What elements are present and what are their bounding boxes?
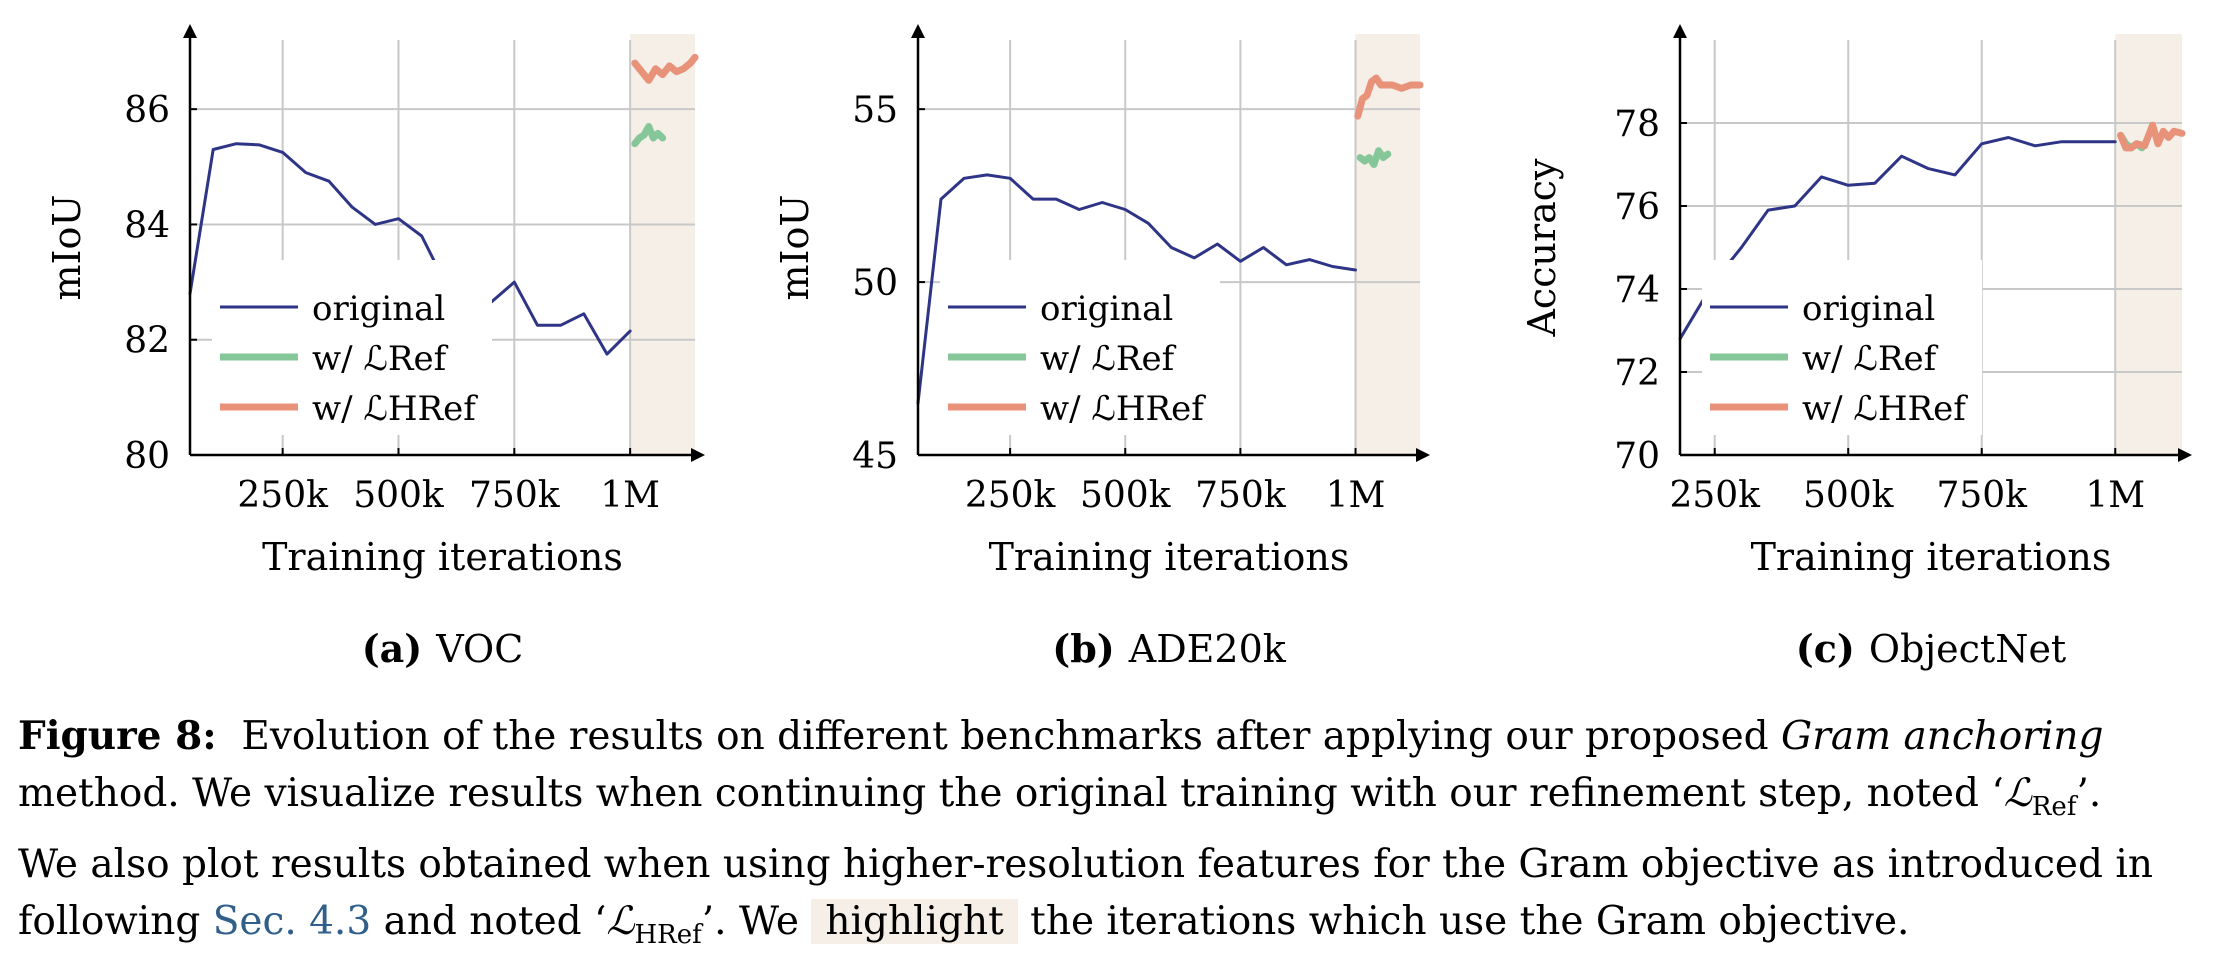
caption-text-3: We also plot results obtained when using… xyxy=(18,841,2153,887)
caption-text-4-mid2: ’. We xyxy=(701,898,799,944)
caption-symbol-ref: ℒ xyxy=(2003,771,2032,816)
x-axis-arrow xyxy=(2178,448,2192,462)
x-tick-label: 750k xyxy=(1936,475,2028,516)
y-axis-label: mIoU xyxy=(45,195,89,301)
y-tick-label: 50 xyxy=(852,263,898,304)
caption-symbol-href: ℒ xyxy=(606,898,635,944)
caption-text-2: method. We visualize results when contin… xyxy=(18,771,2004,816)
y-axis-arrow xyxy=(183,24,197,38)
series-line-original xyxy=(1678,136,2117,341)
caption-line-4: following Sec. 4.3 and noted ‘ℒHRef’. We… xyxy=(18,893,2228,964)
figure-caption: Figure 8: Evolution of the results on di… xyxy=(18,708,2228,964)
x-tick-label: 500k xyxy=(353,475,445,516)
x-tick-label: 750k xyxy=(1195,475,1287,516)
series-line-ref xyxy=(631,123,667,148)
subcaption-label: (b) xyxy=(1052,626,1115,671)
legend-label: w/ ℒHRef xyxy=(1040,389,1206,429)
y-tick-label: 80 xyxy=(124,436,170,477)
y-tick-label: 55 xyxy=(852,90,898,131)
figure: original w/ ℒRef w/ ℒHRef 250k 500k 750k 1M 80 8… xyxy=(18,24,2192,950)
x-tick-label: 750k xyxy=(469,475,561,516)
legend-label: w/ ℒRef xyxy=(1040,339,1177,379)
subcaption-title: ObjectNet xyxy=(1869,627,2066,671)
x-tick-label: 250k xyxy=(237,475,329,516)
series-line-ref xyxy=(1356,147,1392,168)
legend-label: original xyxy=(1040,289,1173,329)
caption-text-2-end: ’. xyxy=(2076,771,2102,816)
x-axis-label: Training iterations xyxy=(1751,535,2112,579)
caption-text-1: Evolution of the results on different be… xyxy=(241,714,1769,759)
caption-label: Figure 8: xyxy=(18,713,217,759)
y-tick-label: 45 xyxy=(852,436,898,477)
x-tick-label: 250k xyxy=(1669,475,1761,516)
y-tick-label: 86 xyxy=(124,90,170,131)
y-tick-label: 72 xyxy=(1614,353,1660,394)
caption-text-4-mid: and noted ‘ xyxy=(383,898,607,944)
chart-panel-3: original w/ ℒRef w/ ℒHRef 250k 500k 750k 1M 70 7… xyxy=(1520,24,2192,671)
series-line-href xyxy=(1354,74,1424,120)
subcaption: (a) VOC xyxy=(362,626,524,671)
legend-label: original xyxy=(1802,289,1935,329)
subcaption-title: ADE20k xyxy=(1128,627,1287,671)
x-tick-label: 250k xyxy=(965,475,1057,516)
y-axis-arrow xyxy=(1673,24,1687,38)
series-line-href xyxy=(631,53,699,84)
subcaption: (c) ObjectNet xyxy=(1796,626,2066,671)
caption-line-2: method. We visualize results when contin… xyxy=(18,765,2228,836)
y-tick-label: 70 xyxy=(1614,436,1660,477)
x-axis-arrow xyxy=(1416,448,1430,462)
caption-emphasis: Gram anchoring xyxy=(1781,714,2104,759)
legend-label: w/ ℒRef xyxy=(312,339,449,379)
caption-text-4-end: the iterations which use the Gram object… xyxy=(1030,898,1910,944)
y-tick-label: 84 xyxy=(124,205,170,246)
y-axis-label: mIoU xyxy=(773,195,817,301)
y-tick-label: 78 xyxy=(1614,104,1660,145)
legend-label: w/ ℒRef xyxy=(1802,339,1939,379)
charts-area: original w/ ℒRef w/ ℒHRef 250k 500k 750k 1M 80 8… xyxy=(45,24,2192,671)
subcaption-label: (a) xyxy=(362,626,423,671)
x-tick-label: 1M xyxy=(2085,475,2145,516)
caption-sub-href: HRef xyxy=(634,919,702,950)
x-axis-label: Training iterations xyxy=(262,535,623,579)
caption-line-3: We also plot results obtained when using… xyxy=(18,836,2228,893)
y-tick-label: 76 xyxy=(1614,187,1660,228)
x-tick-label: 500k xyxy=(1803,475,1895,516)
legend-label: w/ ℒHRef xyxy=(1802,389,1968,429)
legend-label: original xyxy=(312,289,445,329)
series-line-original xyxy=(916,173,1357,405)
caption-highlight: highlight xyxy=(811,898,1018,944)
x-tick-label: 500k xyxy=(1080,475,1172,516)
highlight-region xyxy=(2115,34,2182,455)
chart-panel-2: original w/ ℒRef w/ ℒHRef 250k 500k 750k 1M 45 5… xyxy=(773,24,1430,671)
x-tick-label: 1M xyxy=(1326,475,1386,516)
subcaption: (b) ADE20k xyxy=(1052,626,1287,671)
highlight-region xyxy=(1355,34,1420,455)
caption-sub-ref: Ref xyxy=(2031,791,2077,822)
caption-text-4: following xyxy=(18,898,201,944)
y-axis-arrow xyxy=(911,24,925,38)
y-tick-label: 74 xyxy=(1614,270,1660,311)
section-link[interactable]: Sec. 4.3 xyxy=(212,898,372,944)
chart-panel-1: original w/ ℒRef w/ ℒHRef 250k 500k 750k 1M 80 8… xyxy=(45,24,705,671)
subcaption-label: (c) xyxy=(1796,626,1855,671)
caption-line-1: Figure 8: Evolution of the results on di… xyxy=(18,708,2228,765)
y-axis-label: Accuracy xyxy=(1520,158,1564,338)
legend-label: w/ ℒHRef xyxy=(312,389,478,429)
x-tick-label: 1M xyxy=(600,475,660,516)
x-axis-arrow xyxy=(691,448,705,462)
series-line-original xyxy=(188,142,632,356)
y-tick-label: 82 xyxy=(124,321,170,362)
highlight-region xyxy=(630,34,695,455)
series-line-href xyxy=(2117,121,2186,152)
x-axis-label: Training iterations xyxy=(989,535,1350,579)
subcaption-title: VOC xyxy=(435,627,523,671)
